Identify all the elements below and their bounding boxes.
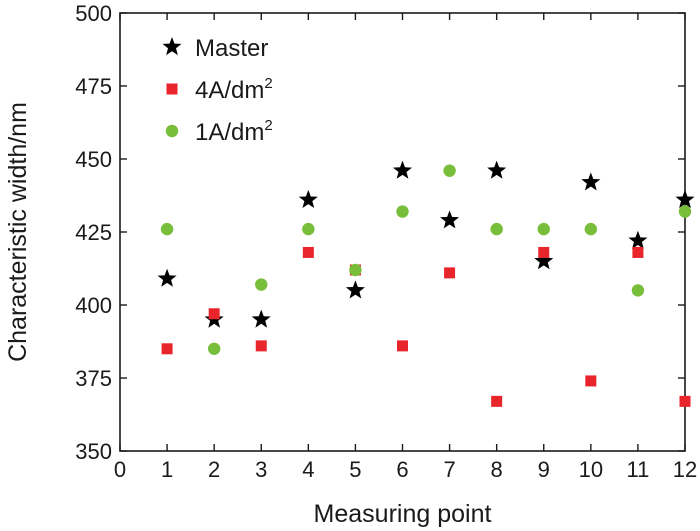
star-point: [628, 230, 648, 249]
circle-point: [349, 263, 362, 277]
axes: [119, 12, 686, 452]
legend-label: 4A/dm2: [195, 75, 273, 104]
star-point: [251, 309, 271, 328]
circle-point: [255, 278, 268, 291]
circle-point: [160, 222, 174, 236]
x-axis-title: Measuring point: [314, 500, 492, 528]
y-tick-label: 475: [75, 74, 112, 99]
x-tick-label: 12: [673, 457, 697, 482]
square-point: [161, 343, 173, 355]
circle-point: [631, 284, 645, 297]
circle-point: [584, 222, 598, 236]
star-point: [675, 189, 695, 208]
legend: Master 4A/dm2 1A/dm2: [162, 35, 273, 146]
x-tick-label: 0: [114, 457, 126, 482]
legend-label: Master: [195, 35, 268, 62]
y-tick-label: 400: [75, 293, 112, 318]
y-axis-title: Characteristic width/nm: [4, 102, 32, 362]
data-points: [157, 160, 695, 407]
square-point: [208, 308, 220, 320]
legend-square-marker: [166, 83, 178, 95]
y-tick-label: 450: [75, 147, 112, 172]
legend-star-marker: [162, 37, 182, 56]
star-point: [345, 280, 365, 299]
square-point: [397, 340, 408, 352]
x-tick-label: 8: [491, 457, 503, 482]
star-point: [157, 268, 177, 287]
square-point: [255, 340, 267, 352]
circle-point: [537, 222, 550, 236]
star-point: [298, 189, 318, 208]
circle-point: [443, 164, 456, 177]
star-point: [440, 210, 460, 229]
square-point: [302, 246, 314, 258]
square-point: [538, 246, 550, 258]
square-point: [585, 375, 597, 387]
circle-point: [302, 222, 315, 236]
x-tick-label: 5: [349, 457, 361, 482]
y-tick-label: 375: [75, 366, 112, 391]
square-point: [632, 246, 644, 258]
x-tick-label: 10: [579, 457, 603, 482]
star-point: [581, 172, 601, 191]
x-tick-label: 2: [208, 457, 220, 482]
x-tick-label: 6: [396, 457, 408, 482]
x-tick-label: 11: [626, 457, 649, 482]
circle-point: [207, 342, 221, 355]
star-point: [534, 251, 554, 270]
star-point: [487, 160, 507, 179]
y-tick-label: 425: [75, 220, 112, 245]
circle-point: [678, 205, 692, 218]
legend-label: 1A/dm2: [195, 117, 273, 146]
legend-circle-marker: [165, 124, 179, 138]
circle-point: [490, 222, 503, 236]
square-point: [444, 267, 456, 279]
circle-point: [396, 205, 409, 218]
x-tick-label: 9: [538, 457, 550, 482]
x-tick-label: 4: [302, 457, 314, 482]
x-tick-label: 7: [443, 457, 455, 482]
square-point: [679, 395, 691, 407]
x-tick-label: 1: [161, 457, 173, 482]
y-tick-label: 500: [75, 1, 112, 26]
y-tick-label: 350: [75, 439, 112, 464]
star-point: [392, 160, 413, 179]
square-point: [491, 395, 503, 407]
x-tick-label: 3: [255, 457, 267, 482]
